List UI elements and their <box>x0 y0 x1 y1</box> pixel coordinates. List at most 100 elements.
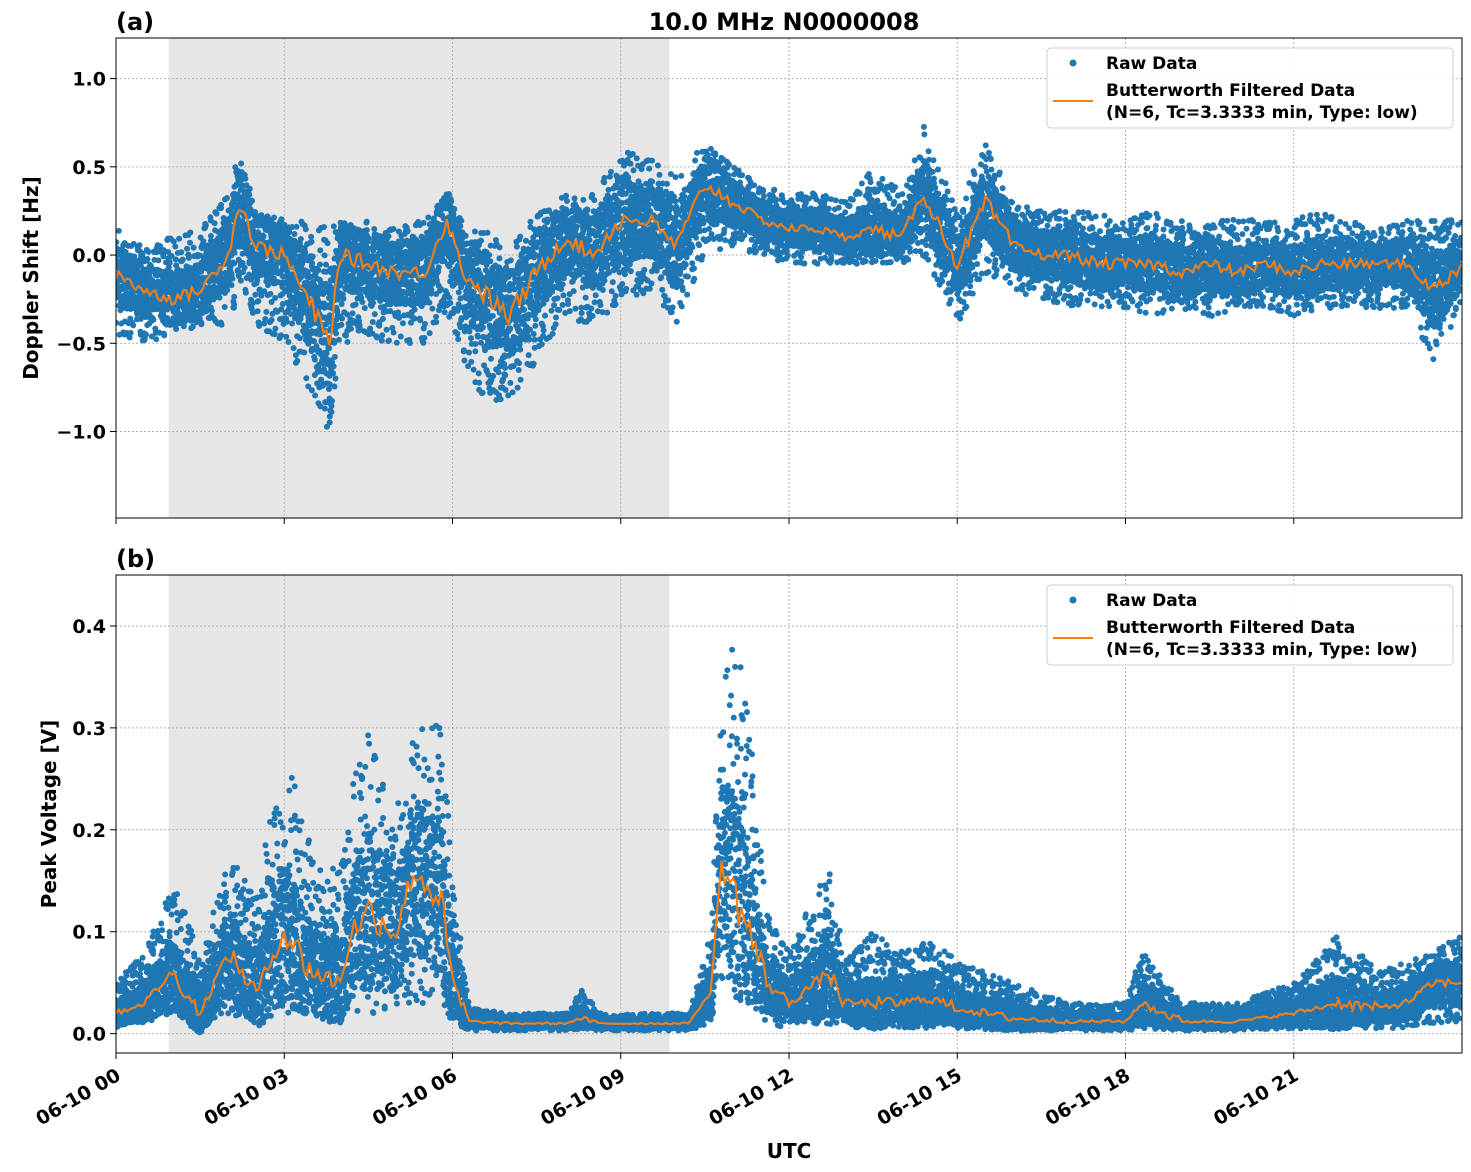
raw-point <box>390 226 397 233</box>
raw-point <box>578 310 585 317</box>
raw-point <box>588 305 595 312</box>
raw-point <box>145 248 152 255</box>
raw-point <box>580 226 587 233</box>
raw-point <box>207 214 214 221</box>
raw-point <box>216 294 223 301</box>
raw-point <box>302 226 309 233</box>
raw-point <box>317 247 324 254</box>
raw-point <box>544 216 551 223</box>
raw-point <box>521 306 528 313</box>
raw-point <box>565 300 572 307</box>
raw-point <box>326 345 333 352</box>
raw-point <box>271 214 278 221</box>
raw-point <box>179 256 186 263</box>
raw-point <box>559 301 566 308</box>
raw-point <box>344 338 351 345</box>
raw-point <box>116 239 120 246</box>
raw-point <box>455 336 462 343</box>
raw-point <box>365 235 372 242</box>
raw-point <box>549 330 556 337</box>
raw-point <box>441 309 448 316</box>
raw-point <box>272 325 279 332</box>
raw-point <box>571 195 578 202</box>
raw-point <box>173 325 180 332</box>
raw-point <box>487 355 494 362</box>
raw-point <box>268 316 275 323</box>
raw-point <box>435 264 442 271</box>
raw-point <box>359 298 366 305</box>
raw-point <box>328 403 335 410</box>
raw-point <box>223 194 230 201</box>
raw-point <box>231 293 238 300</box>
raw-point <box>285 339 292 346</box>
raw-point <box>255 298 262 305</box>
raw-point <box>525 352 532 359</box>
raw-point <box>497 396 504 403</box>
raw-point <box>294 357 301 364</box>
raw-point <box>176 235 183 242</box>
raw-point <box>246 191 253 198</box>
raw-point <box>309 260 316 267</box>
raw-point <box>370 299 377 306</box>
raw-point <box>144 255 151 262</box>
raw-point <box>187 239 194 246</box>
raw-point <box>548 307 555 314</box>
raw-point <box>411 306 418 313</box>
raw-point <box>126 334 133 341</box>
raw-point <box>271 331 278 338</box>
figure-title: 10.0 MHz N0000008 <box>649 8 920 36</box>
raw-point <box>420 339 427 346</box>
raw-point <box>254 308 261 315</box>
raw-point <box>383 326 390 333</box>
raw-point <box>516 360 523 367</box>
raw-point <box>136 242 143 249</box>
raw-point <box>586 237 593 244</box>
raw-point <box>184 245 191 252</box>
raw-point <box>468 358 475 365</box>
raw-point <box>507 257 514 264</box>
raw-point <box>190 244 197 251</box>
raw-point <box>597 302 604 309</box>
raw-point <box>371 226 378 233</box>
raw-point <box>352 301 359 308</box>
raw-point <box>417 317 424 324</box>
raw-point <box>514 384 521 391</box>
raw-point <box>446 294 453 301</box>
raw-point <box>461 357 468 364</box>
raw-point <box>471 228 478 235</box>
raw-point <box>474 332 481 339</box>
raw-point <box>623 285 630 292</box>
raw-point <box>338 321 345 328</box>
raw-point <box>460 348 467 355</box>
raw-point <box>252 291 259 298</box>
raw-point <box>601 277 608 284</box>
raw-point <box>242 175 249 182</box>
raw-point <box>338 300 345 307</box>
raw-point <box>330 363 337 370</box>
raw-point <box>283 333 290 340</box>
raw-point <box>349 310 356 317</box>
raw-point <box>433 319 440 326</box>
raw-point <box>308 238 315 245</box>
raw-point <box>155 257 162 264</box>
raw-point <box>330 370 337 377</box>
raw-point <box>538 341 545 348</box>
raw-point <box>166 259 173 266</box>
raw-point <box>502 364 509 371</box>
raw-point <box>481 302 488 309</box>
raw-point <box>589 312 596 319</box>
raw-point <box>580 196 587 203</box>
raw-point <box>161 332 168 339</box>
raw-point <box>221 304 228 311</box>
raw-point <box>331 353 338 360</box>
raw-point <box>612 292 619 299</box>
raw-point <box>150 316 157 323</box>
raw-point <box>323 321 330 328</box>
raw-point <box>231 249 238 256</box>
raw-point <box>116 227 122 234</box>
raw-point <box>290 345 297 352</box>
raw-point <box>479 324 486 331</box>
raw-point <box>563 192 570 199</box>
raw-point <box>129 319 136 326</box>
